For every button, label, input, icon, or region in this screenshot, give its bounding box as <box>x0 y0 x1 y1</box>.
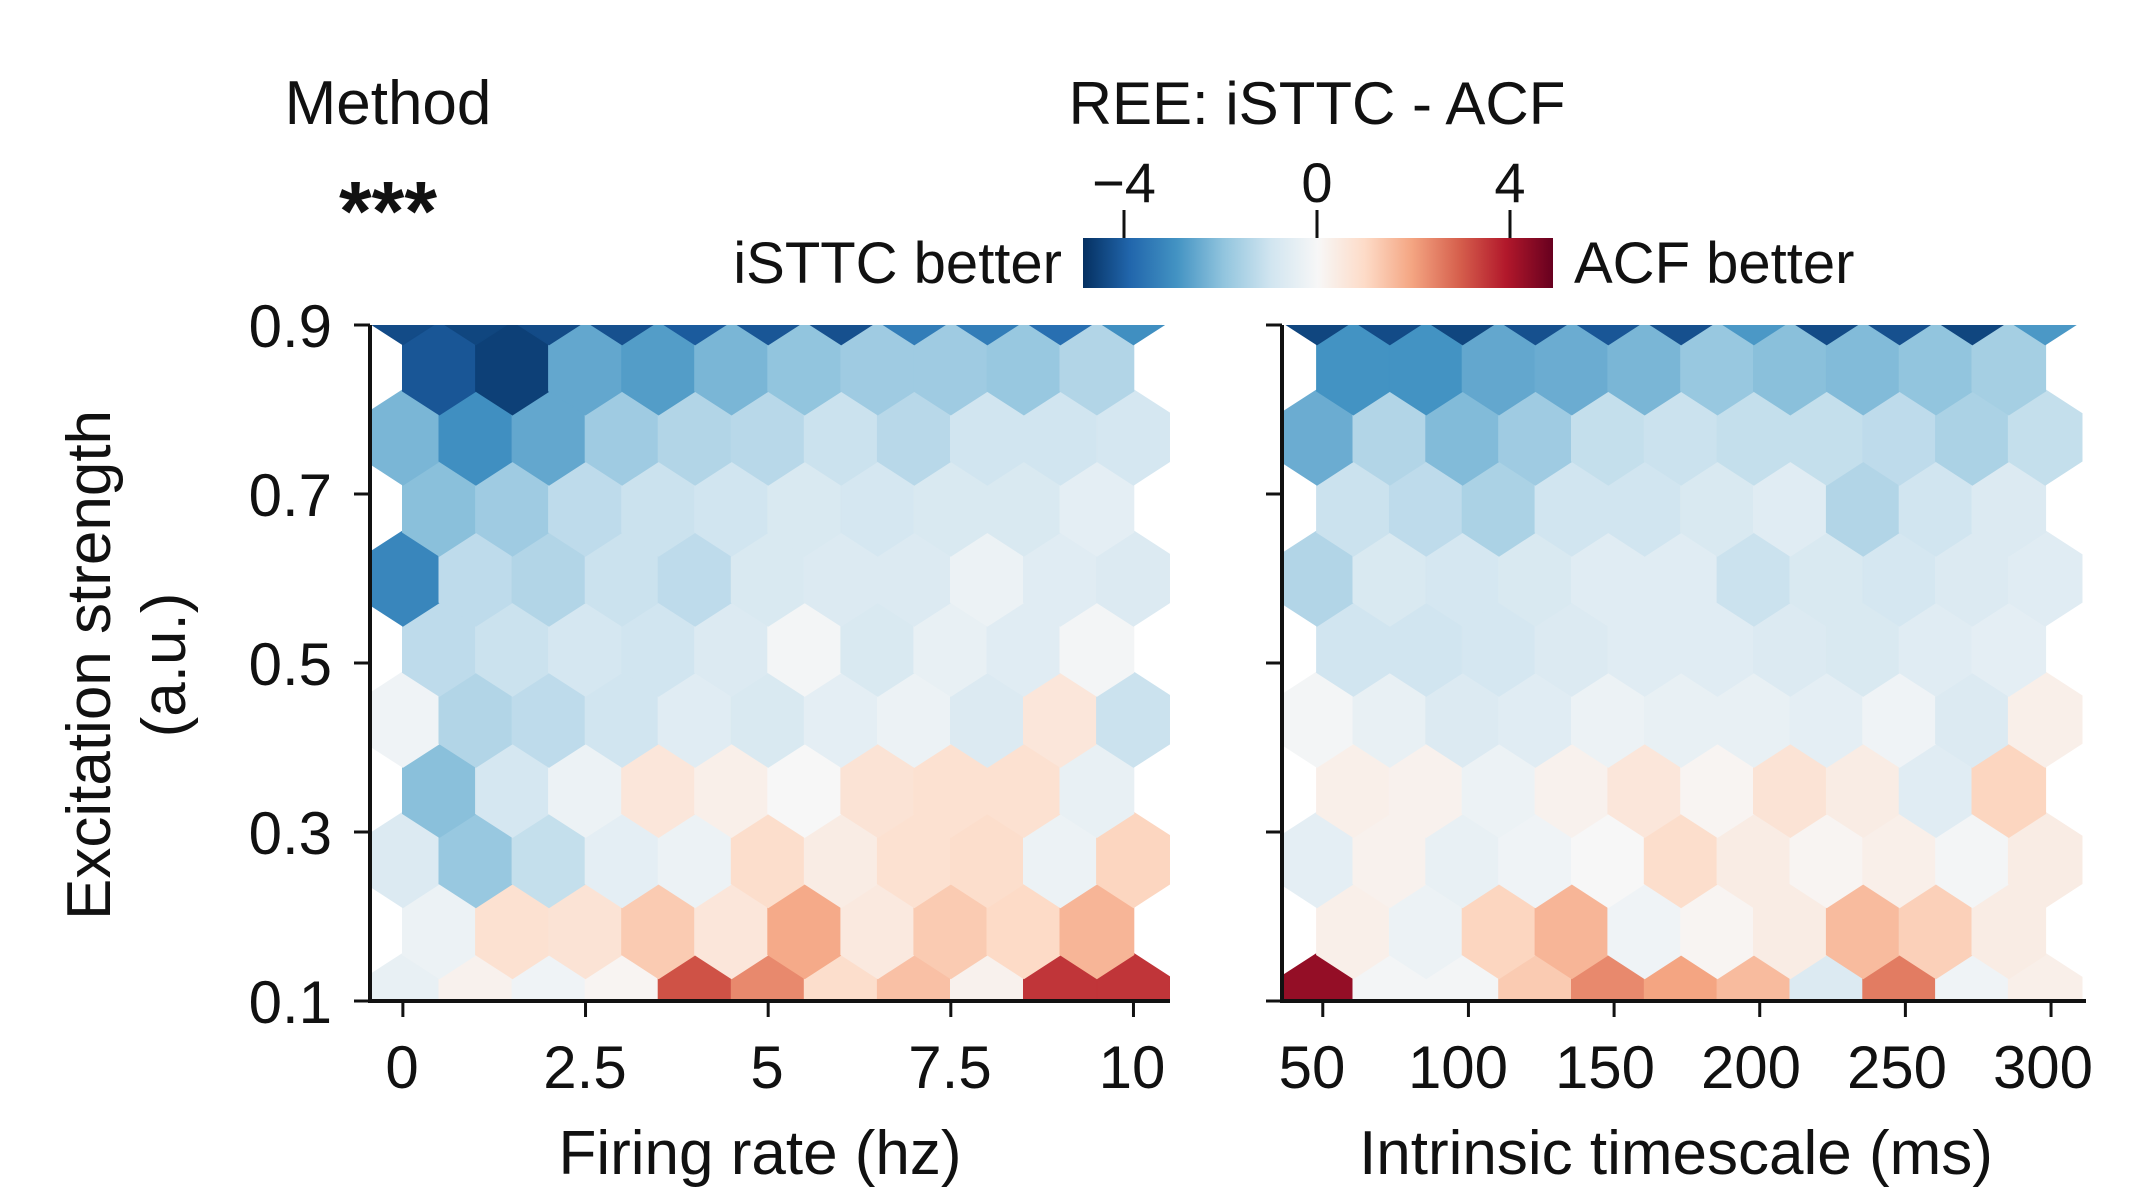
left-hexbin-r10-c6 <box>809 325 873 346</box>
y-tick-label-0.3: 0.3 <box>249 800 332 867</box>
y-tick-label-0.1: 0.1 <box>249 969 332 1036</box>
left-panel-hexbins <box>370 325 1170 1001</box>
left-hexbin-r10-c1 <box>444 325 508 346</box>
right-panel-ticks <box>1266 323 2053 1017</box>
right-hexbin-r10-c8 <box>1868 325 1932 346</box>
left-hexbin-r10-c9 <box>1028 325 1093 346</box>
right-hexbin-r10-c2 <box>1431 325 1495 346</box>
right-x-tick-label-250: 250 <box>1847 1034 1947 1101</box>
y-axis-label-line2: (a.u.) <box>130 593 199 738</box>
left-panel: 0 2.5 5 7.5 10 Firing rate (hz) <box>354 323 1170 1188</box>
right-x-tick-label-100: 100 <box>1408 1034 1508 1101</box>
colorbar-title: REE: iSTTC - ACF <box>1069 70 1566 137</box>
right-hexbin-r10-c10 <box>2013 325 2077 346</box>
right-x-tick-label-200: 200 <box>1701 1034 1801 1101</box>
right-hexbin-r10-c5 <box>1649 325 1713 346</box>
left-x-tick-label-2.5: 2.5 <box>543 1034 626 1101</box>
left-x-tick-label-10: 10 <box>1099 1034 1166 1101</box>
right-x-tick-label-50: 50 <box>1279 1034 1346 1101</box>
right-hexbin-r10-c0 <box>1285 325 1349 346</box>
left-hexbin-r10-c10 <box>1101 325 1166 346</box>
left-x-tick-label-0: 0 <box>385 1034 418 1101</box>
colorbar-tick-label-0: 0 <box>1301 151 1332 214</box>
left-x-tick-label-7.5: 7.5 <box>908 1034 991 1101</box>
right-x-tick-label-300: 300 <box>1993 1034 2093 1101</box>
y-tick-label-0.9: 0.9 <box>249 293 332 360</box>
left-hexbin-r10-c5 <box>736 325 800 346</box>
y-axis-label-line1: Excitation strength <box>55 410 124 920</box>
right-hexbin-r10-c9 <box>1940 325 2004 346</box>
right-x-axis-label: Intrinsic timescale (ms) <box>1359 1119 1993 1188</box>
left-hexbin-r10-c7 <box>882 325 946 346</box>
left-hexbin-r10-c8 <box>955 325 1019 346</box>
right-hexbin-r10-c7 <box>1795 325 1859 346</box>
right-hexbin-r10-c4 <box>1576 325 1640 346</box>
right-panel: 50 100 150 200 250 300 Intrinsic timesca… <box>1266 323 2093 1188</box>
right-panel-hexbins <box>1282 325 2083 1001</box>
left-hexbin-r10-c2 <box>517 325 581 346</box>
colorbar: −4 0 4 iSTTC better ACF better <box>733 151 1854 296</box>
left-hexbin-r10-c0 <box>371 325 435 346</box>
significance-stars: *** <box>339 164 437 258</box>
left-x-tick-label-5: 5 <box>750 1034 783 1101</box>
colorbar-left-label: iSTTC better <box>733 231 1062 296</box>
left-x-axis-label: Firing rate (hz) <box>558 1119 961 1188</box>
colorbar-tick-label-4: 4 <box>1494 151 1525 214</box>
y-tick-label-0.7: 0.7 <box>249 462 332 529</box>
colorbar-right-label: ACF better <box>1574 231 1854 296</box>
right-hexbin-r10-c3 <box>1503 325 1567 346</box>
y-tick-label-0.5: 0.5 <box>249 631 332 698</box>
right-x-tick-label-150: 150 <box>1555 1034 1655 1101</box>
colorbar-gradient <box>1083 238 1553 288</box>
right-hexbin-r10-c1 <box>1358 325 1422 346</box>
colorbar-tick-label-neg4: −4 <box>1092 151 1156 214</box>
right-hexbin-r10-c6 <box>1722 325 1786 346</box>
left-hexbin-r10-c3 <box>590 325 654 346</box>
method-label: Method <box>285 69 492 138</box>
left-panel-ticks <box>354 323 1135 1017</box>
left-hexbin-r10-c4 <box>663 325 727 346</box>
